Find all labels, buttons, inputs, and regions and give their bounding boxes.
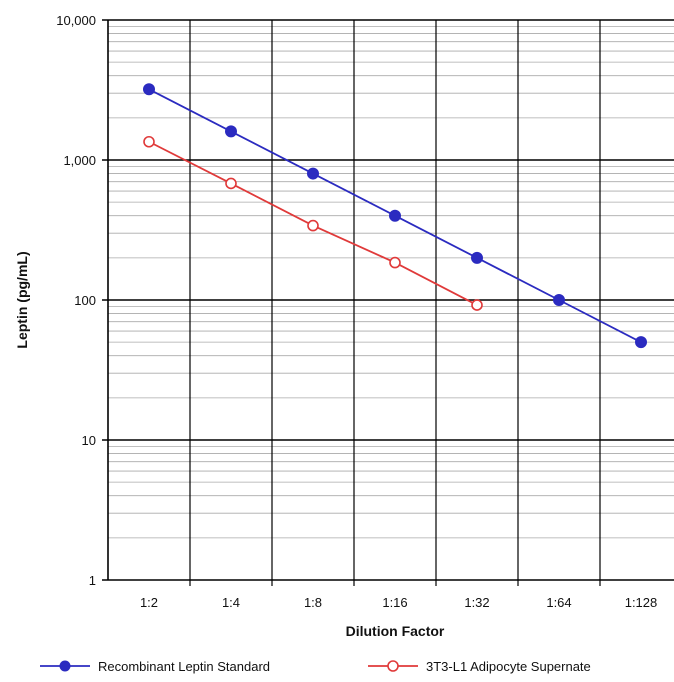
data-point xyxy=(225,125,237,138)
data-point xyxy=(143,83,155,96)
legend-label: Recombinant Leptin Standard xyxy=(98,659,270,674)
y-tick-label: 1,000 xyxy=(63,153,96,168)
x-tick-label: 1:2 xyxy=(140,595,158,610)
x-tick-label: 1:64 xyxy=(546,595,571,610)
y-tick-label: 100 xyxy=(74,293,96,308)
legend-marker xyxy=(59,660,71,672)
legend: Recombinant Leptin Standard 3T3-L1 Adipoc… xyxy=(40,659,591,674)
x-tick-label: 1:32 xyxy=(464,595,489,610)
y-tick-label: 1 xyxy=(89,573,96,588)
data-point xyxy=(225,177,237,190)
data-point xyxy=(307,219,319,232)
series-1 xyxy=(143,83,647,349)
data-point xyxy=(389,256,401,269)
y-tick-label: 10,000 xyxy=(56,13,96,28)
legend-item: 3T3-L1 Adipocyte Supernate xyxy=(368,659,591,674)
data-point xyxy=(471,251,483,264)
legend-marker xyxy=(387,660,399,672)
grid xyxy=(102,19,674,586)
x-tick-label: 1:128 xyxy=(625,595,658,610)
y-tick-label: 10 xyxy=(82,433,96,448)
x-axis-title: Dilution Factor xyxy=(346,623,445,639)
data-point xyxy=(389,209,401,222)
y-axis-title: Leptin (pg/mL) xyxy=(14,251,30,348)
series-2 xyxy=(143,135,483,311)
data-point xyxy=(635,336,647,349)
x-tick-label: 1:4 xyxy=(222,595,240,610)
legend-item: Recombinant Leptin Standard xyxy=(40,659,270,674)
data-point xyxy=(471,299,483,311)
data-point xyxy=(143,135,155,148)
axis-labels: 1 10 100 1,000 10,000 1:2 1:4 1:8 1:16 1:32 1:64 1:… xyxy=(56,13,657,610)
series-layer xyxy=(143,83,647,349)
x-tick-label: 1:8 xyxy=(304,595,322,610)
x-tick-label: 1:16 xyxy=(382,595,407,610)
data-point xyxy=(307,167,319,180)
data-point xyxy=(553,294,565,306)
legend-label: 3T3-L1 Adipocyte Supernate xyxy=(426,659,591,674)
